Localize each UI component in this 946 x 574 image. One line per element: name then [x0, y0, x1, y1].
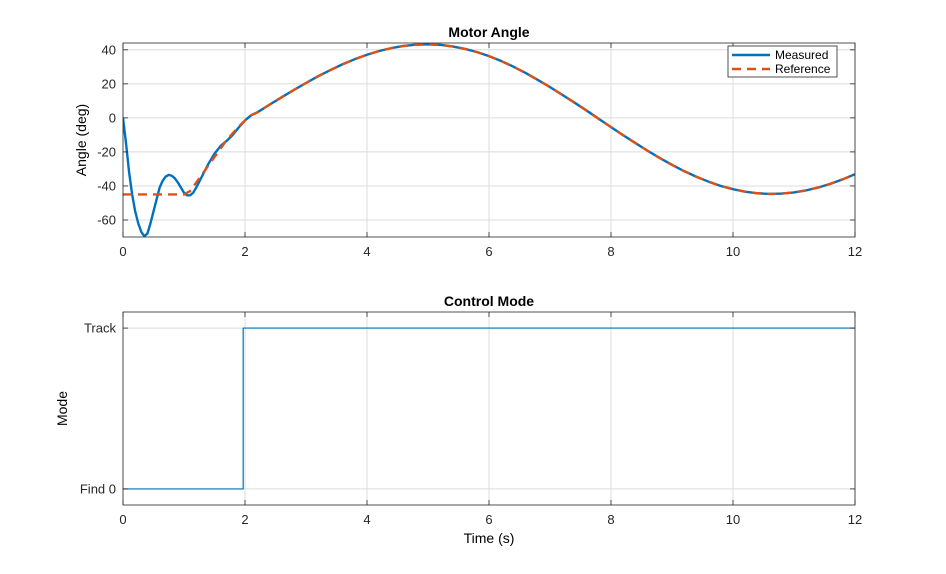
- y-tick-label: -20: [97, 144, 116, 159]
- y-tick-label: Find 0: [80, 481, 116, 496]
- legend-label: Reference: [775, 62, 831, 76]
- y-axis-label: Mode: [54, 391, 70, 426]
- legend-label: Measured: [775, 48, 828, 62]
- y-tick-label: -60: [97, 212, 116, 227]
- x-tick-label: 6: [485, 244, 492, 259]
- y-axis-label: Angle (deg): [73, 104, 89, 176]
- x-tick-label: 6: [485, 512, 492, 527]
- x-tick-label: 0: [119, 244, 126, 259]
- x-tick-label: 0: [119, 512, 126, 527]
- y-tick-label: 20: [102, 76, 116, 91]
- y-tick-label: Track: [84, 321, 117, 336]
- y-tick-label: -40: [97, 178, 116, 193]
- x-tick-label: 12: [848, 512, 862, 527]
- x-tick-label: 2: [241, 244, 248, 259]
- chart-title: Motor Angle: [448, 24, 529, 40]
- x-tick-label: 8: [607, 244, 614, 259]
- x-tick-label: 8: [607, 512, 614, 527]
- series-line-mode: [123, 327, 855, 490]
- x-tick-label: 10: [726, 512, 740, 527]
- y-tick-label: 40: [102, 42, 116, 57]
- legend-box: [727, 45, 838, 78]
- x-tick-label: 2: [241, 512, 248, 527]
- chart-title: Control Mode: [444, 293, 534, 309]
- x-tick-label: 4: [363, 512, 370, 527]
- series-line-reference: [123, 43, 855, 196]
- chart-1: 0 2 4 6 8 10 12 Find 0 Track Control Mode Mode Time…: [54, 293, 862, 546]
- x-tick-label: 4: [363, 244, 370, 259]
- y-tick-label: 0: [109, 110, 116, 125]
- x-axis-label: Time (s): [464, 530, 515, 546]
- chart-0: 0 2 4 6 8 10 12 -60 -40 -20 0 20 40 Motor Angle Angle …: [73, 24, 862, 259]
- x-tick-label: 10: [726, 244, 740, 259]
- x-tick-label: 12: [848, 244, 862, 259]
